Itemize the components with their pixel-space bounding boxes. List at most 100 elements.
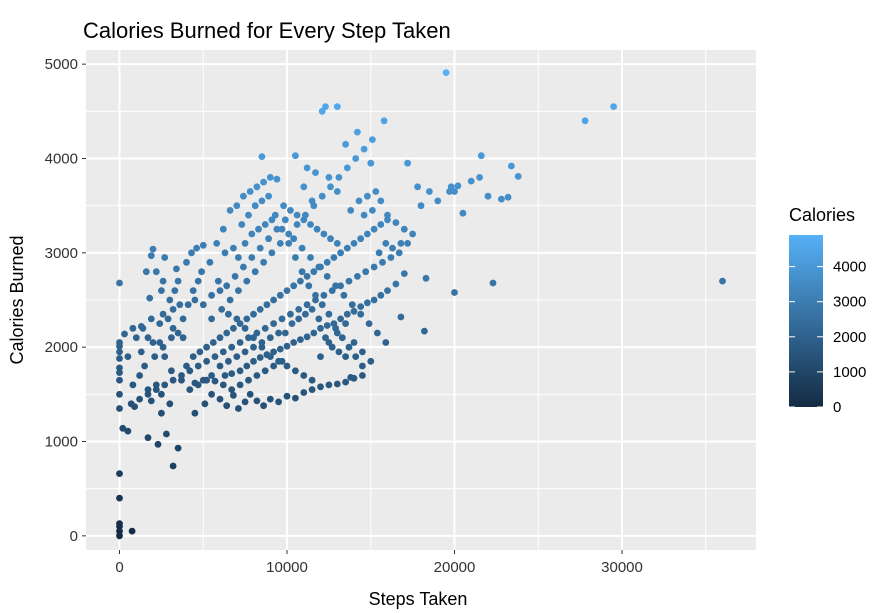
data-point xyxy=(144,386,152,393)
data-point xyxy=(295,315,303,323)
data-point xyxy=(248,254,256,261)
data-point xyxy=(191,296,199,304)
data-point xyxy=(514,173,522,180)
data-point xyxy=(352,155,360,162)
data-point xyxy=(241,348,249,356)
data-point xyxy=(121,330,128,338)
data-point xyxy=(203,343,211,351)
data-point xyxy=(124,353,132,360)
data-point xyxy=(317,353,324,360)
data-point xyxy=(236,381,244,389)
data-point xyxy=(184,301,192,309)
data-point xyxy=(166,296,174,304)
data-point xyxy=(333,240,341,247)
data-point xyxy=(370,225,378,233)
data-point xyxy=(198,268,206,276)
data-point xyxy=(367,159,375,167)
data-point xyxy=(375,249,383,257)
data-point xyxy=(285,230,293,238)
data-point xyxy=(278,315,286,323)
data-point xyxy=(144,434,152,442)
data-point xyxy=(317,324,324,332)
data-point xyxy=(275,398,282,406)
data-points xyxy=(116,69,726,540)
data-point xyxy=(206,258,214,266)
data-point xyxy=(310,268,318,276)
data-point xyxy=(442,69,450,76)
data-point xyxy=(243,277,251,285)
data-point xyxy=(283,287,291,294)
data-point xyxy=(246,390,254,398)
data-point xyxy=(275,329,282,337)
data-point xyxy=(116,390,123,398)
data-point xyxy=(203,357,211,365)
legend-tick-label: 1000 xyxy=(833,364,866,381)
data-point xyxy=(199,376,207,384)
data-point xyxy=(233,315,241,323)
data-point xyxy=(382,339,390,346)
data-point xyxy=(293,211,301,219)
data-point xyxy=(260,178,267,186)
data-point xyxy=(337,315,344,323)
data-point xyxy=(250,357,257,365)
data-point xyxy=(343,310,351,318)
data-point xyxy=(362,268,370,276)
data-point xyxy=(312,291,319,299)
data-point xyxy=(337,249,344,257)
data-point xyxy=(315,315,323,323)
data-point xyxy=(342,320,349,327)
data-point xyxy=(201,400,209,408)
data-point xyxy=(265,235,272,243)
data-point xyxy=(171,287,179,294)
data-point xyxy=(116,376,123,384)
data-point xyxy=(297,336,304,343)
data-point xyxy=(320,230,328,238)
data-point xyxy=(151,353,159,360)
data-point xyxy=(179,315,187,323)
data-point xyxy=(318,192,326,200)
data-point xyxy=(246,188,254,195)
data-point xyxy=(355,197,363,205)
data-point xyxy=(116,364,123,372)
data-point xyxy=(240,192,247,200)
data-point xyxy=(266,174,274,181)
data-point xyxy=(508,162,515,170)
data-point xyxy=(322,334,329,342)
data-point xyxy=(292,254,299,261)
data-point xyxy=(271,211,279,219)
data-point xyxy=(380,117,388,125)
data-point xyxy=(236,367,244,375)
y-axis: 0 1000 2000 3000 4000 5000 xyxy=(45,56,86,545)
data-point xyxy=(278,225,286,233)
data-point xyxy=(211,353,219,360)
data-point xyxy=(161,254,169,261)
data-point xyxy=(179,334,187,342)
data-point xyxy=(225,357,232,365)
data-point xyxy=(303,273,311,280)
data-point xyxy=(357,310,365,318)
data-point xyxy=(421,327,428,335)
data-point xyxy=(312,296,319,304)
data-point xyxy=(231,273,239,280)
data-point xyxy=(156,339,164,346)
data-point xyxy=(219,348,227,356)
data-point xyxy=(303,301,311,309)
data-point xyxy=(397,240,405,247)
legend-tick-label: 4000 xyxy=(833,259,866,276)
data-point xyxy=(260,258,267,266)
data-point xyxy=(308,386,316,393)
data-point xyxy=(208,291,216,299)
data-point xyxy=(163,430,170,438)
data-point xyxy=(251,268,259,276)
data-point xyxy=(335,174,343,181)
data-point xyxy=(292,367,299,375)
data-point xyxy=(266,334,274,342)
data-point xyxy=(119,424,127,432)
data-point xyxy=(323,322,331,329)
data-point xyxy=(219,381,227,389)
data-point xyxy=(216,362,224,370)
data-point xyxy=(352,353,360,360)
data-point xyxy=(164,315,172,323)
data-point xyxy=(290,235,298,243)
data-point xyxy=(397,313,405,321)
